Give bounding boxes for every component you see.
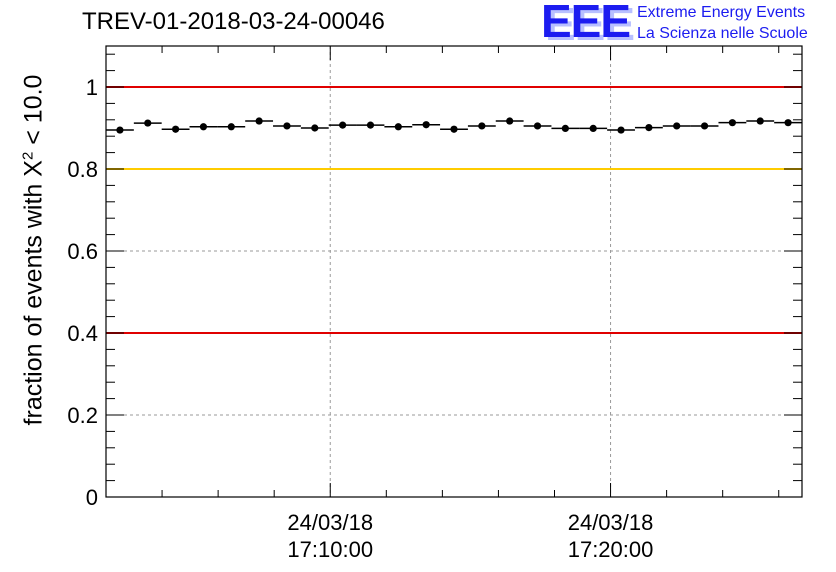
y-tick-label: 0.2: [67, 403, 98, 428]
data-point: [199, 123, 208, 131]
data-point: [728, 119, 737, 127]
eee-logo: EEE: [541, 0, 631, 47]
data-point: [116, 126, 124, 134]
data-point: [366, 121, 375, 129]
data-points: [106, 117, 802, 134]
y-tick-label: 1: [86, 75, 98, 100]
logo-line-1: Extreme Energy Events: [637, 4, 806, 21]
logo-line-2: La Scienza nelle Scuole: [637, 25, 808, 42]
x-tick-label-date: 24/03/18: [568, 510, 654, 535]
data-point: [255, 117, 263, 125]
y-axis-label: fraction of events with X2 < 10.0: [19, 75, 48, 426]
x-tick-label-time: 17:10:00: [287, 537, 373, 562]
data-point: [450, 125, 458, 133]
x-tick-label-date: 24/03/18: [287, 510, 373, 535]
data-point: [283, 122, 291, 130]
data-point: [172, 125, 180, 133]
y-axis-label-main: fraction of events with X: [19, 160, 48, 426]
data-point: [394, 123, 402, 131]
data-point: [422, 121, 430, 129]
y-tick-label: 0: [86, 485, 98, 510]
data-point: [700, 122, 709, 130]
data-point: [339, 121, 347, 129]
grid-layer: [106, 46, 802, 497]
y-tick-label: 0.8: [67, 157, 98, 182]
tick-labels: 00.20.40.60.8124/03/1817:10:0024/03/1817…: [67, 75, 653, 562]
reference-lines: [106, 86, 802, 334]
plot-frame: [105, 45, 803, 498]
ticks: [105, 46, 802, 498]
data-point: [784, 119, 792, 127]
data-point: [561, 124, 569, 133]
data-point: [673, 122, 681, 130]
y-axis-label-tail: < 10.0: [19, 74, 48, 152]
data-point: [144, 119, 152, 127]
data-point: [506, 117, 514, 125]
data-point: [227, 123, 235, 131]
data-point: [617, 126, 625, 134]
chart-title: TREV-01-2018-03-24-00046: [82, 8, 385, 35]
data-point: [589, 124, 597, 133]
x-tick-label-time: 17:20:00: [568, 537, 654, 562]
data-point: [645, 123, 653, 132]
logo-shadow: EEE: [545, 0, 635, 50]
data-point: [478, 122, 486, 130]
y-tick-label: 0.4: [67, 321, 98, 346]
axes-frame: [105, 45, 803, 498]
data-point: [311, 124, 319, 132]
data-point: [533, 122, 542, 130]
y-axis-label-sup: 2: [19, 151, 37, 161]
data-point: [756, 117, 764, 125]
y-tick-label: 0.6: [67, 239, 98, 264]
